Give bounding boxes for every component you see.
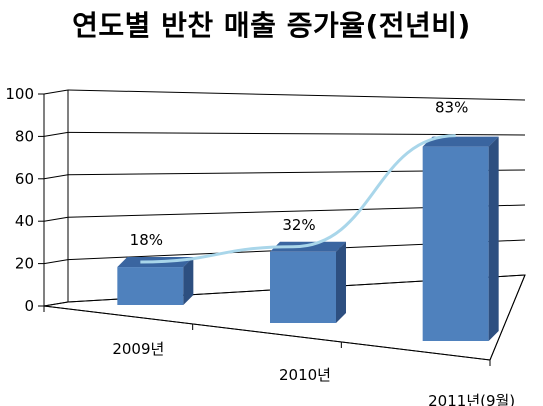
gridline-side bbox=[43, 216, 69, 222]
bar bbox=[422, 146, 489, 341]
data-labels: 18% 32% 83% bbox=[130, 99, 469, 249]
x-axis-line bbox=[43, 305, 491, 361]
gridline-side bbox=[43, 131, 69, 137]
bar-side bbox=[336, 241, 346, 323]
x-tick-label: 2011년(9월) bbox=[428, 392, 515, 406]
trend-line-group bbox=[140, 134, 456, 264]
bar-top bbox=[422, 136, 499, 147]
bar-side bbox=[488, 136, 499, 341]
y-tick-label: 40 bbox=[15, 212, 34, 230]
y-tick-label: 60 bbox=[15, 170, 34, 188]
bars bbox=[117, 136, 499, 341]
data-label: 83% bbox=[435, 99, 468, 117]
bar-side bbox=[183, 257, 194, 305]
x-axis-labels: 2009년 2010년 2011년(9월) bbox=[112, 340, 515, 406]
y-tick-label: 100 bbox=[5, 85, 34, 103]
gridline-side bbox=[43, 174, 69, 180]
bar bbox=[117, 267, 184, 305]
gridline bbox=[67, 131, 526, 136]
chart-title: 연도별 반찬 매출 증가율(전년비) bbox=[72, 9, 471, 42]
y-tick-label: 0 bbox=[24, 297, 34, 315]
bar bbox=[270, 251, 336, 323]
y-tick-label: 80 bbox=[15, 127, 34, 145]
y-tick-label: 20 bbox=[15, 255, 34, 273]
x-tick-label: 2009년 bbox=[112, 340, 164, 358]
trend-line bbox=[140, 134, 456, 264]
chart-axes bbox=[43, 90, 526, 366]
x-tick-label: 2010년 bbox=[279, 366, 331, 384]
floor-right-edge bbox=[489, 274, 526, 361]
data-label: 18% bbox=[130, 231, 163, 249]
gridline-side bbox=[43, 89, 69, 95]
data-label: 32% bbox=[282, 216, 315, 234]
gridline-side bbox=[43, 259, 69, 265]
gridline bbox=[67, 89, 526, 101]
y-axis-ticks: 0 20 40 60 80 100 bbox=[5, 85, 44, 315]
